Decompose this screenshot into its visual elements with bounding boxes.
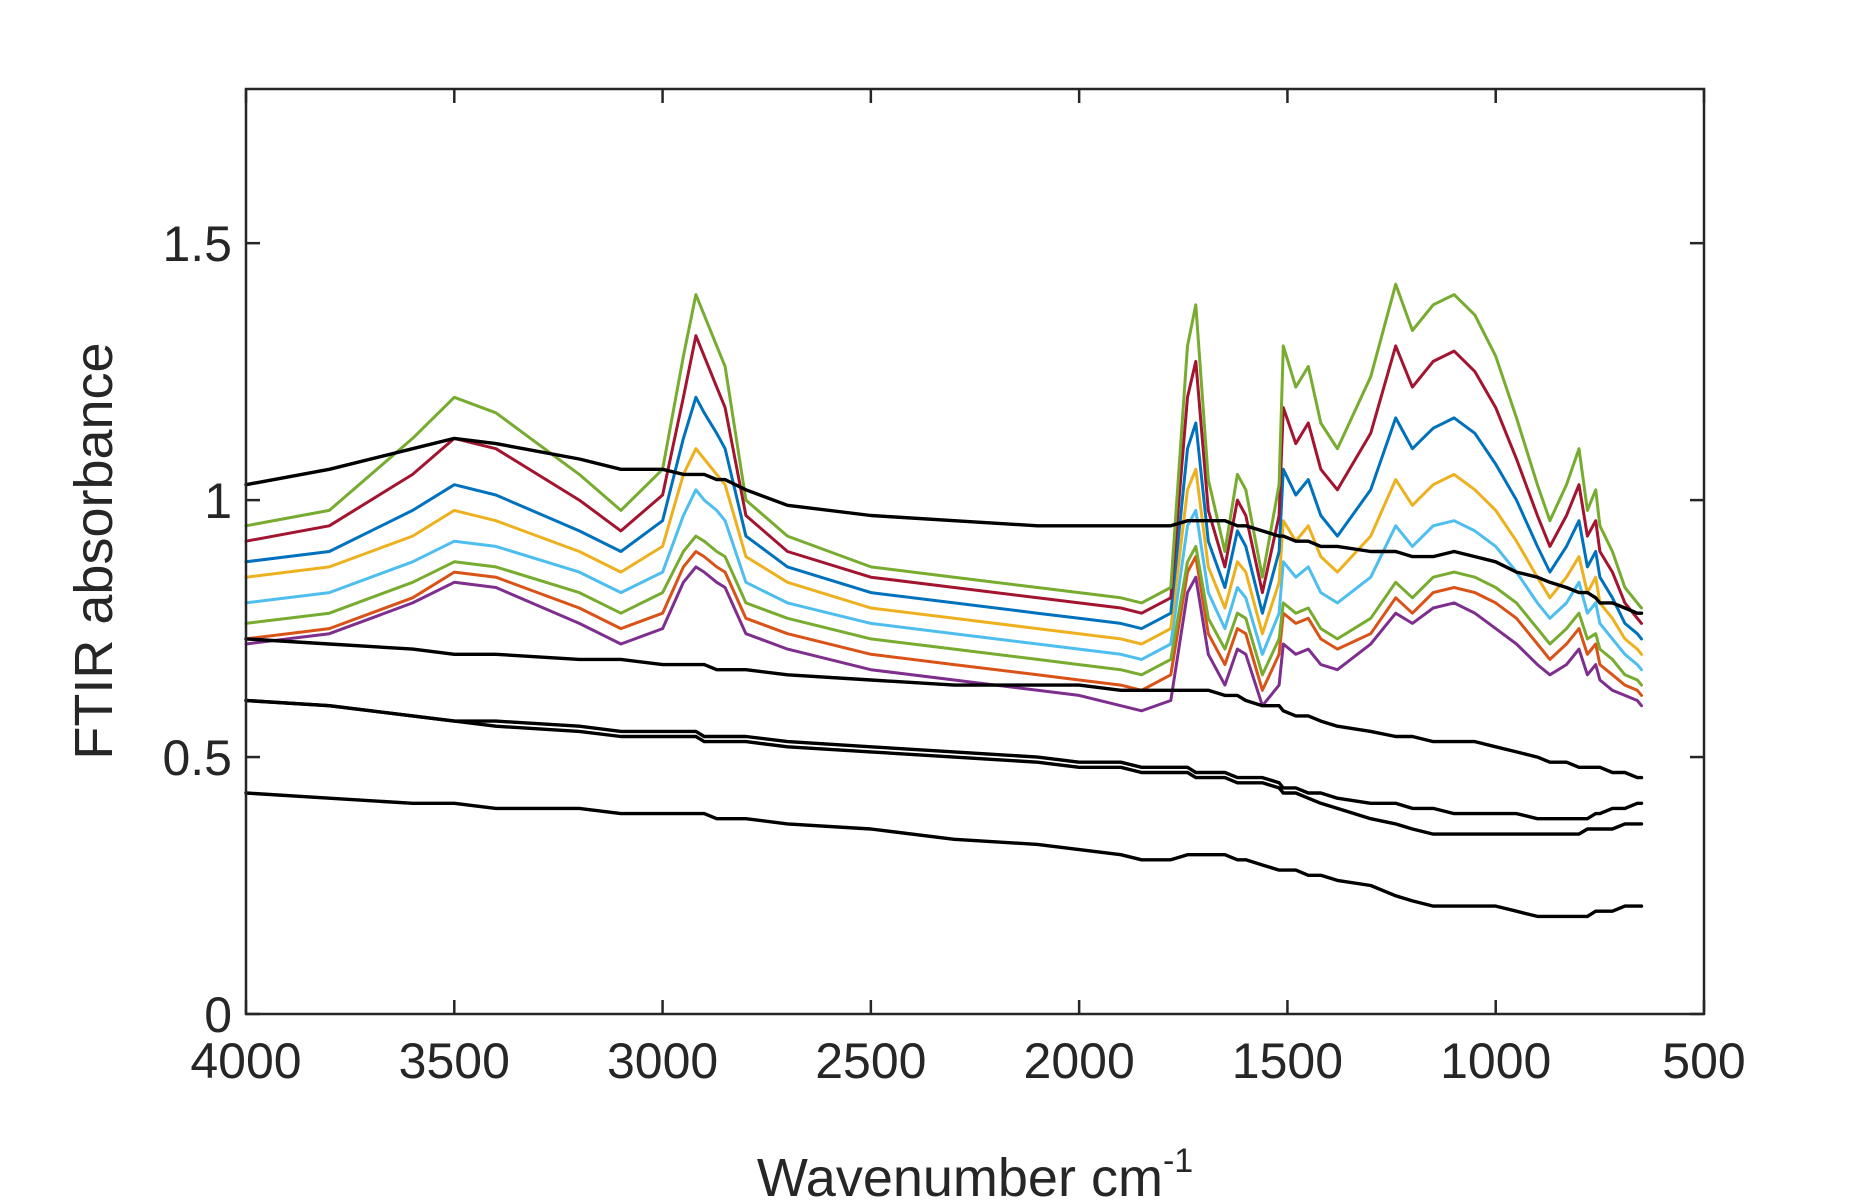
x-tick-label-2000: 2000	[1024, 1033, 1135, 1089]
series-line-8	[244, 282, 1643, 610]
x-tick-label-500: 500	[1662, 1033, 1745, 1089]
series-line-5	[244, 447, 1643, 656]
y-tick-label-1.5: 1.5	[162, 216, 232, 272]
x-tick-label-2500: 2500	[815, 1033, 926, 1089]
x-tick-label-3500: 3500	[399, 1033, 510, 1089]
series-line-12	[244, 698, 1644, 836]
series-line-11	[244, 698, 1644, 821]
series-line-1	[244, 565, 1643, 713]
y-tick-label-0: 0	[204, 987, 232, 1043]
series-line-13	[244, 791, 1644, 919]
y-axis-title: FTIR absorbance	[64, 342, 124, 759]
x-tick-label-3000: 3000	[607, 1033, 718, 1089]
tick-layer: 4000 3500 3000 2500 2000 1500 1000 500 0 0.5 1 1.5	[162, 89, 1746, 1089]
series-line-10	[244, 637, 1644, 780]
x-tick-label-1000: 1000	[1440, 1033, 1551, 1089]
series-line-2	[244, 550, 1643, 697]
series-line-6	[244, 395, 1643, 641]
x-tick-label-1500: 1500	[1232, 1033, 1343, 1089]
plot-frame	[244, 87, 1706, 1016]
x-tick-label-4000: 4000	[190, 1033, 301, 1089]
series-line-4	[244, 488, 1643, 672]
series-layer	[244, 282, 1644, 919]
x-axis-title: Wavenumber cm-1	[757, 1142, 1193, 1200]
y-tick-label-1: 1	[204, 473, 232, 529]
series-line-3	[244, 534, 1643, 687]
y-tick-label-0.5: 0.5	[162, 730, 232, 786]
x-axis-title-superscript: -1	[1163, 1142, 1193, 1180]
series-line-9	[244, 436, 1644, 615]
series-line-7	[244, 334, 1643, 625]
